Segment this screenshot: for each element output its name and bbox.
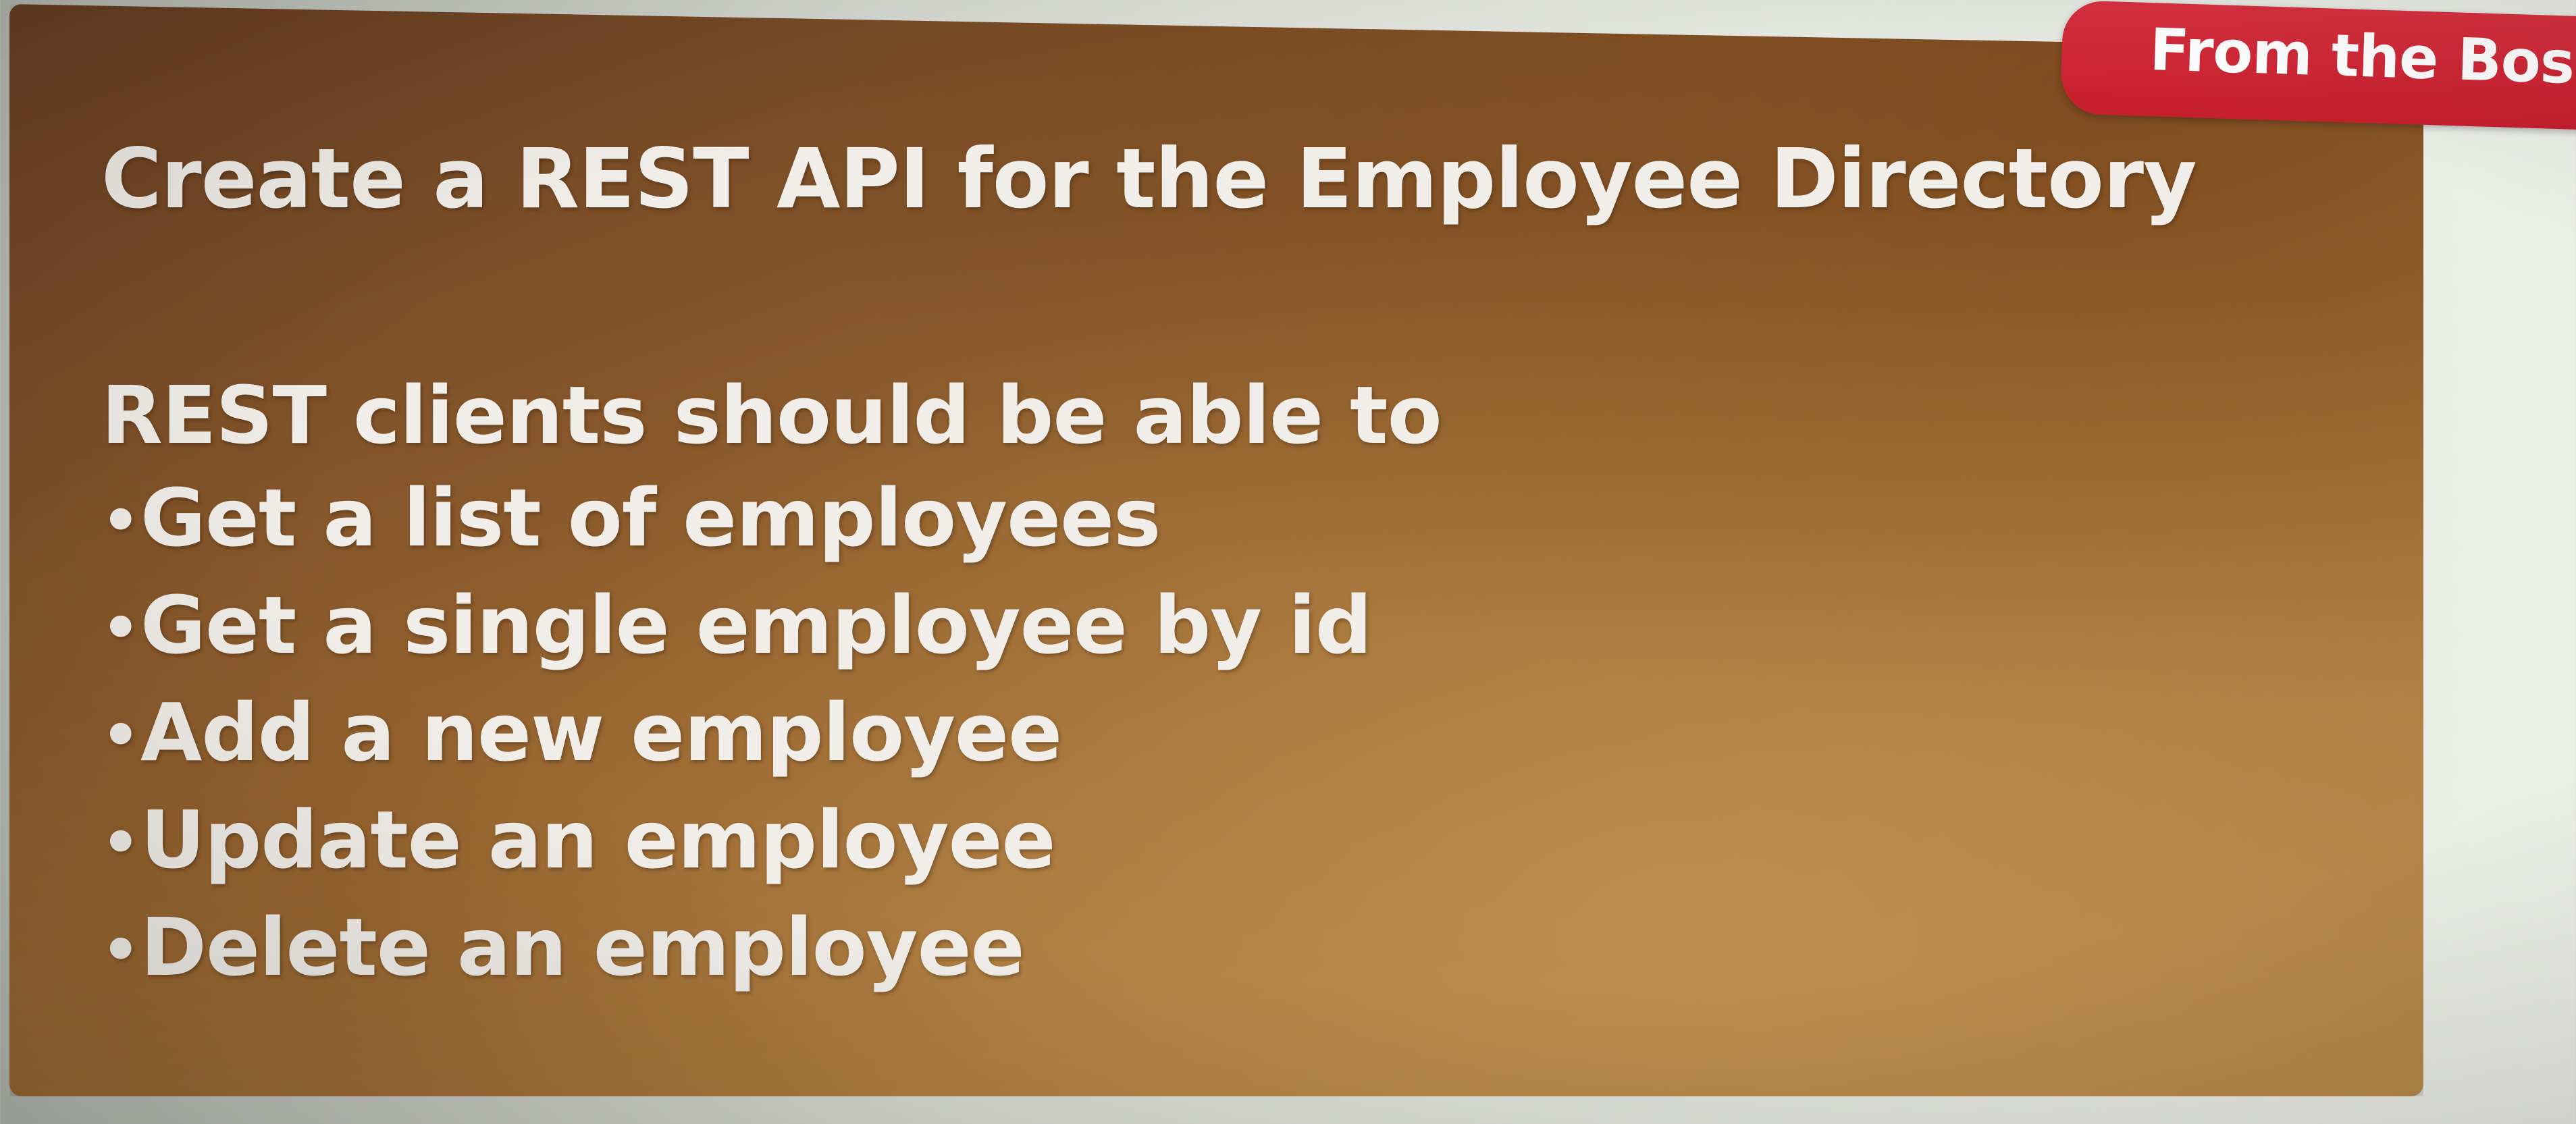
bullet-text: Add a new employee	[140, 686, 1062, 779]
bullet-icon: •	[101, 700, 140, 771]
bullet-icon: •	[101, 485, 140, 556]
bullet-icon: •	[101, 593, 140, 664]
bullet-text: Get a list of employees	[140, 471, 1161, 564]
from-the-boss-label: From the Boss	[2149, 16, 2576, 99]
slide-intro: REST clients should be able to	[101, 369, 1442, 462]
list-item: •Delete an employee	[101, 895, 2197, 1002]
bullet-text: Get a single employee by id	[140, 579, 1372, 672]
list-item: •Get a list of employees	[101, 466, 2197, 573]
from-the-boss-tag: From the Boss	[2059, 0, 2576, 131]
slide-title: Create a REST API for the Employee Direc…	[101, 131, 2197, 227]
slide-panel	[9, 4, 2423, 1096]
bullet-icon: •	[101, 807, 140, 878]
bullet-icon: •	[101, 915, 140, 986]
list-item: •Update an employee	[101, 788, 2197, 895]
bullet-text: Update an employee	[140, 793, 1056, 886]
requirements-list: •Get a list of employees •Get a single e…	[101, 466, 2197, 1002]
list-item: •Get a single employee by id	[101, 573, 2197, 680]
slide-content: Create a REST API for the Employee Direc…	[101, 128, 2197, 1002]
bullet-text: Delete an employee	[140, 901, 1025, 994]
list-item: •Add a new employee	[101, 680, 2197, 788]
